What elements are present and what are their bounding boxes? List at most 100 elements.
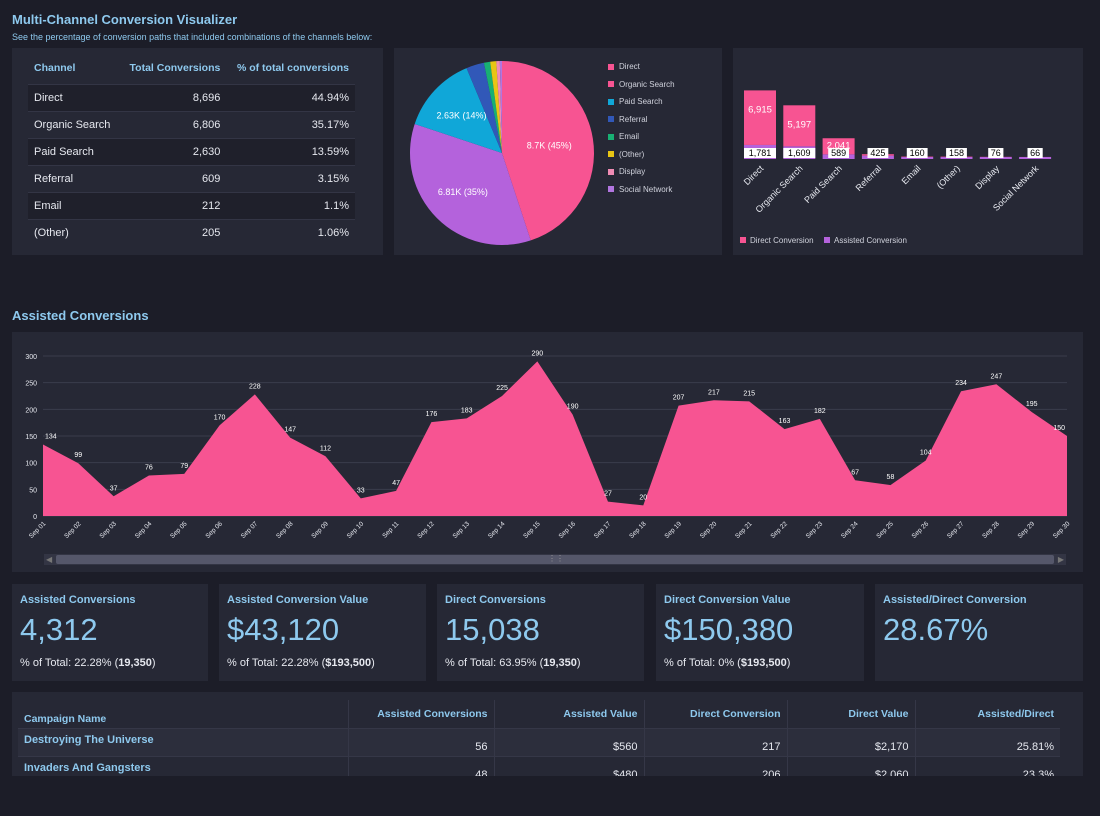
legend-label: Referral <box>619 114 648 124</box>
legend-swatch-direct <box>740 237 746 243</box>
pie-slice--other-[interactable] <box>490 61 502 153</box>
bar-assisted-label: 589 <box>831 148 846 158</box>
data-label: 225 <box>496 385 508 392</box>
data-label: 217 <box>708 389 720 396</box>
bar-direct-label: 5,197 <box>787 119 811 130</box>
kpi-sub-prefix: % of Total: 22.28% ( <box>227 657 326 669</box>
kpi-label: Assisted Conversion Value <box>227 594 369 606</box>
data-label: 215 <box>743 390 755 397</box>
col-pct-total[interactable]: % of total conversions <box>236 61 349 74</box>
legend-swatch <box>608 186 614 192</box>
pie-slice-email[interactable] <box>483 61 502 154</box>
legend-swatch <box>608 116 614 122</box>
col-assisted-direct[interactable]: Assisted/Direct <box>914 700 1060 728</box>
kpi-label: Assisted Conversions <box>20 594 136 606</box>
campaign-name[interactable]: Destroying The Universe <box>18 727 348 756</box>
table-row[interactable]: Direct 8,696 44.94% <box>28 83 355 111</box>
table-row[interactable]: Organic Search 6,806 35.17% <box>28 110 355 138</box>
pie-slice-direct[interactable] <box>502 61 594 241</box>
kpi-subtext: % of Total: 22.28% ($193,500) <box>227 657 375 669</box>
kpi-sub-prefix: % of Total: 22.28% ( <box>20 657 119 669</box>
data-label: 58 <box>887 474 895 481</box>
legend-item[interactable]: Social Network <box>608 185 672 194</box>
legend-item[interactable]: Paid Search <box>608 97 663 106</box>
legend-item[interactable]: Referral <box>608 115 647 124</box>
legend-item[interactable]: Email <box>608 132 639 141</box>
scroll-grip-icon: ⋮⋮ <box>548 554 564 563</box>
channel-name: (Other) <box>28 218 120 246</box>
legend-label: Email <box>619 132 640 141</box>
pie-slice-paid-search[interactable] <box>414 68 502 153</box>
total-conversions: 8,696 <box>119 83 227 111</box>
table-row[interactable]: (Other) 205 1.06% <box>28 218 355 246</box>
data-label: 20 <box>639 494 647 501</box>
legend-direct-conversion[interactable]: Direct Conversion <box>750 236 814 245</box>
bar-direct[interactable] <box>744 90 776 145</box>
channel-pie-chart: 8.7K (45%) 6.81K (35%) 2.63K (14%) <box>410 61 594 245</box>
assisted-direct-cell: 25.81% <box>914 727 1060 756</box>
kpi-sub-total: $193,500 <box>325 657 372 669</box>
total-conversions: 212 <box>119 191 227 219</box>
col-assisted-value[interactable]: Assisted Value <box>493 700 644 728</box>
pct-total: 1.1% <box>226 191 355 219</box>
table-row[interactable]: Invaders And Gangsters 48 $480 206 $2,06… <box>18 755 1060 776</box>
chart-scrollbar[interactable]: ◀ ⋮⋮ ▶ <box>44 554 1066 565</box>
bar-assisted-label-bg <box>906 148 928 158</box>
kpi-sub-prefix: % of Total: 0% ( <box>664 657 741 669</box>
direct-conversion-cell: 206 <box>643 755 787 776</box>
legend-swatch <box>608 151 614 157</box>
legend-swatch <box>608 98 614 105</box>
channel-name: Referral <box>28 164 120 192</box>
data-label: 163 <box>779 418 791 425</box>
table-row[interactable]: Email 212 1.1% <box>28 191 355 219</box>
data-label: 183 <box>461 407 473 414</box>
kpi-label: Direct Conversions <box>445 594 546 606</box>
col-direct-value[interactable]: Direct Value <box>786 700 915 728</box>
data-label: 33 <box>357 487 365 494</box>
scroll-left-arrow[interactable]: ◀ <box>46 555 53 564</box>
legend-swatch <box>608 81 614 87</box>
page-subtitle: See the percentage of conversion paths t… <box>12 32 373 42</box>
data-label: 104 <box>920 450 932 457</box>
assisted-area[interactable] <box>43 361 1067 516</box>
data-label: 37 <box>110 485 118 492</box>
legend-item[interactable]: Organic Search <box>608 80 675 89</box>
direct-value-cell: $2,170 <box>786 727 915 756</box>
pie-slice-display[interactable] <box>496 61 502 153</box>
pie-slice-organic-search[interactable] <box>410 123 531 245</box>
kpi-value: $43,120 <box>227 612 340 647</box>
legend-item[interactable]: Direct <box>608 62 640 71</box>
bar-assisted-label: 425 <box>870 148 885 158</box>
campaign-table-clip: Campaign Name Assisted Conversions Assis… <box>12 692 1083 776</box>
campaign-name[interactable]: Invaders And Gangsters <box>18 755 348 776</box>
table-row[interactable]: Destroying The Universe 56 $560 217 $2,1… <box>18 727 1060 756</box>
bar-direct[interactable] <box>783 105 816 147</box>
pie-slice-referral[interactable] <box>466 62 502 153</box>
col-channel[interactable]: Channel <box>34 61 76 74</box>
kpi-subtext: % of Total: 63.95% (19,350) <box>445 657 581 669</box>
legend-label: Display <box>619 167 646 176</box>
pie-slice-label: 8.7K (45%) <box>527 140 572 150</box>
assisted-value-cell: $560 <box>493 727 644 756</box>
bar-assisted-label: 1,781 <box>749 148 772 158</box>
legend-swatch <box>608 63 614 70</box>
kpi-assisted-direct-ratio: Assisted/Direct Conversion 28.67% <box>875 584 1083 681</box>
col-campaign-name[interactable]: Campaign Name <box>24 712 107 725</box>
table-row[interactable]: Referral 609 3.15% <box>28 164 355 192</box>
channel-name: Email <box>28 191 120 219</box>
table-row[interactable]: Paid Search 2,630 13.59% <box>28 137 355 165</box>
scroll-right-arrow[interactable]: ▶ <box>1057 555 1064 564</box>
col-assisted-conversions[interactable]: Assisted Conversions <box>347 700 494 728</box>
col-total-conversions[interactable]: Total Conversions <box>129 61 221 74</box>
bar-assisted-label-bg <box>988 148 1004 158</box>
y-tick-label: 100 <box>25 461 37 468</box>
legend-swatch <box>608 133 614 140</box>
legend-item[interactable]: Display <box>608 167 645 176</box>
pie-slice-social-network[interactable] <box>499 61 502 153</box>
col-direct-conversion[interactable]: Direct Conversion <box>643 700 787 728</box>
legend-assisted-conversion[interactable]: Assisted Conversion <box>834 236 907 245</box>
legend-item[interactable]: (Other) <box>608 150 644 159</box>
scroll-thumb[interactable]: ⋮⋮ <box>56 554 1054 564</box>
